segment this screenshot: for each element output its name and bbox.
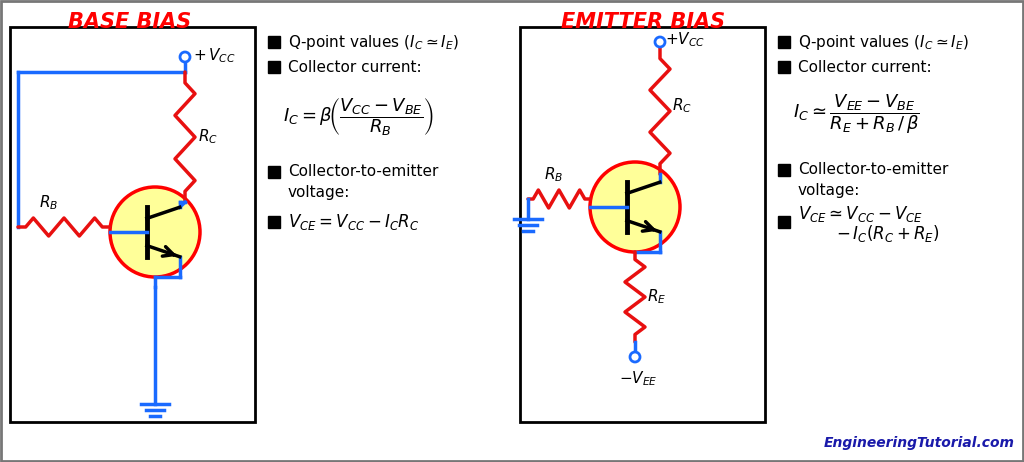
Text: $V_{CE} = V_{CC} - I_C R_C$: $V_{CE} = V_{CC} - I_C R_C$ [288,212,420,232]
Circle shape [110,187,200,277]
Circle shape [655,37,665,47]
Text: Q-point values $(I_C \simeq I_E)$: Q-point values $(I_C \simeq I_E)$ [798,32,969,51]
Text: voltage:: voltage: [288,184,350,200]
Circle shape [590,162,680,252]
Text: $R_C$: $R_C$ [672,97,692,116]
Text: $+\,V_{CC}$: $+\,V_{CC}$ [193,47,236,65]
Text: BASE BIAS: BASE BIAS [69,12,191,32]
Text: $R_E$: $R_E$ [647,288,667,306]
Text: Collector-to-emitter: Collector-to-emitter [288,164,438,180]
Text: EMITTER BIAS: EMITTER BIAS [561,12,725,32]
Text: $I_C \simeq \dfrac{V_{EE} - V_{BE}}{R_E + R_B\,/\,\beta}$: $I_C \simeq \dfrac{V_{EE} - V_{BE}}{R_E … [793,92,920,136]
Text: Collector current:: Collector current: [288,60,422,74]
Text: $R_C$: $R_C$ [198,128,218,146]
Bar [520,27,765,422]
Text: $V_{CE} \simeq V_{CC} - V_{CE}$: $V_{CE} \simeq V_{CC} - V_{CE}$ [798,204,923,224]
Text: $-\,I_C(R_C + R_E)$: $-\,I_C(R_C + R_E)$ [836,224,940,244]
Circle shape [630,352,640,362]
Text: Collector current:: Collector current: [798,60,932,74]
Text: Q-point values $(I_C \simeq I_E)$: Q-point values $(I_C \simeq I_E)$ [288,32,459,51]
Bar [10,27,255,422]
Text: $R_B$: $R_B$ [39,193,58,212]
Text: Collector-to-emitter: Collector-to-emitter [798,163,948,177]
Circle shape [180,52,190,62]
Text: EngineeringTutorial.com: EngineeringTutorial.com [824,436,1015,450]
Text: $+V_{CC}$: $+V_{CC}$ [665,30,706,49]
Text: $-V_{EE}$: $-V_{EE}$ [618,369,657,388]
Text: $I_C = \beta\!\left(\dfrac{V_{CC} - V_{BE}}{R_B}\right)$: $I_C = \beta\!\left(\dfrac{V_{CC} - V_{B… [283,96,434,138]
Text: $R_B$: $R_B$ [545,165,563,184]
Text: voltage:: voltage: [798,182,860,197]
